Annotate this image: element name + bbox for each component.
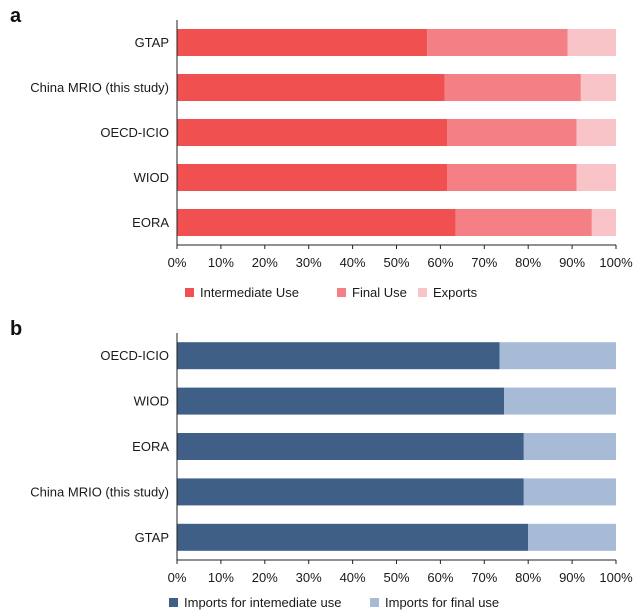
x-tick-label: 20% [252,570,278,585]
bar-2-2 [504,387,616,415]
bar-3-1 [567,29,616,56]
x-tick-label: 70% [471,255,497,270]
category-label: WIOD [134,170,169,185]
bar-2-5 [455,209,592,236]
category-label: OECD-ICIO [100,125,169,140]
bar-1-4 [177,478,524,506]
x-tick-label: 30% [296,570,322,585]
bar-3-3 [576,119,616,146]
panel-a-letter: a [10,5,22,27]
x-tick-label: 40% [340,255,366,270]
x-tick-label: 50% [383,255,409,270]
bar-1-4 [177,164,447,191]
x-tick-label: 100% [599,570,633,585]
legend-swatch-2 [337,288,346,297]
bar-2-2 [444,74,581,101]
bar-1-3 [177,433,524,460]
legend-swatch-1 [169,598,178,607]
category-label: OECD-ICIO [100,348,169,363]
x-tick-label: 40% [340,570,366,585]
bar-2-3 [523,433,616,460]
legend-label-1: Imports for intemediate use [184,595,342,610]
x-tick-label: 80% [515,255,541,270]
bar-2-4 [446,164,577,191]
bar-3-5 [591,209,616,236]
category-label: WIOD [134,394,169,409]
category-label: EORA [132,215,169,230]
bar-1-1 [177,29,428,56]
x-tick-label: 80% [515,570,541,585]
bar-1-2 [177,74,445,101]
x-tick-label: 90% [559,255,585,270]
bar-1-2 [177,387,505,415]
legend-label-3: Exports [433,285,478,300]
x-tick-label: 0% [168,255,187,270]
legend-swatch-1 [185,288,194,297]
bar-2-1 [427,29,568,56]
x-tick-label: 100% [599,255,633,270]
x-tick-label: 20% [252,255,278,270]
legend-label-1: Intermediate Use [200,285,299,300]
x-tick-label: 50% [383,570,409,585]
bar-1-3 [177,119,447,146]
x-tick-label: 10% [208,570,234,585]
legend-label-2: Final Use [352,285,407,300]
x-tick-label: 0% [168,570,187,585]
x-tick-label: 10% [208,255,234,270]
bar-1-1 [177,342,500,370]
bar-3-4 [576,164,616,191]
x-tick-label: 70% [471,570,497,585]
bar-2-3 [446,119,577,146]
panel-b-chart: OECD-ICIO WIOD EORA China MRIO (this study)… [30,333,633,610]
category-label: China MRIO (this study) [30,80,169,95]
x-tick-label: 60% [427,255,453,270]
panel-b-letter: b [10,318,22,340]
category-label: China MRIO (this study) [30,484,169,499]
category-label: GTAP [135,530,169,545]
bar-2-1 [499,342,616,370]
panel-a-chart: GTAP China MRIO (this study) OECD-ICIO WIOD… [30,20,633,300]
bar-1-5 [177,209,456,236]
bar-2-5 [528,523,616,551]
x-tick-label: 90% [559,570,585,585]
category-label: GTAP [135,35,169,50]
bar-2-4 [523,478,616,506]
legend-swatch-3 [418,288,427,297]
category-label: EORA [132,439,169,454]
x-tick-label: 60% [427,570,453,585]
bar-1-5 [177,523,529,551]
legend-swatch-2 [370,598,379,607]
x-tick-label: 30% [296,255,322,270]
legend-label-2: Imports for final use [385,595,499,610]
bar-3-2 [580,74,616,101]
